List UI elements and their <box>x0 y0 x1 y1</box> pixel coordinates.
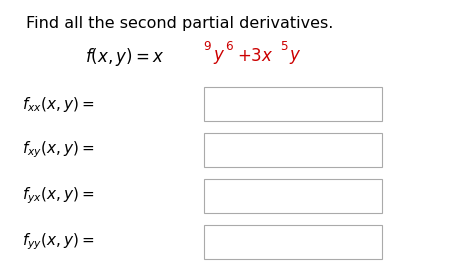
Text: $5$: $5$ <box>280 39 288 52</box>
Text: $f_{yx}(x, y) =$: $f_{yx}(x, y) =$ <box>21 186 94 206</box>
Text: $f_{yy}(x, y) =$: $f_{yy}(x, y) =$ <box>21 232 94 253</box>
Bar <box>204 133 382 167</box>
Bar <box>204 87 382 121</box>
Text: $9$: $9$ <box>203 39 211 52</box>
Text: $f(x, y) = x$: $f(x, y) = x$ <box>85 46 164 68</box>
Text: $y$: $y$ <box>289 48 301 66</box>
Text: $f_{xx}(x, y) =$: $f_{xx}(x, y) =$ <box>21 95 94 114</box>
Text: $f_{xy}(x, y) =$: $f_{xy}(x, y) =$ <box>21 140 94 160</box>
Text: Find all the second partial derivatives.: Find all the second partial derivatives. <box>26 16 334 31</box>
Bar <box>204 179 382 213</box>
Bar <box>204 225 382 259</box>
Text: $y$: $y$ <box>213 48 226 66</box>
Text: $+ 3x$: $+ 3x$ <box>237 48 273 65</box>
Text: $6$: $6$ <box>225 39 234 52</box>
